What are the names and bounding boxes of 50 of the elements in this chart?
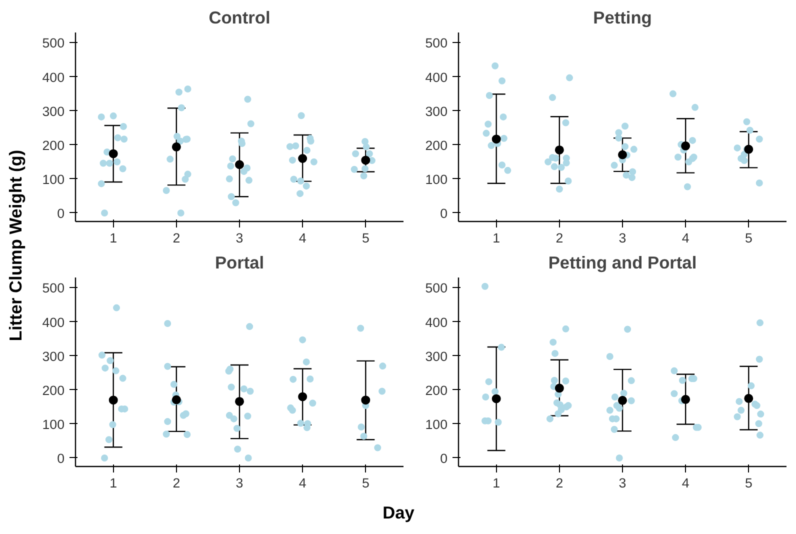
y-tick-label: 200 [42, 382, 65, 398]
y-tick-label: 300 [42, 348, 65, 364]
y-tick-label: 400 [425, 314, 448, 330]
chart-title: Petting and Portal [548, 252, 697, 272]
x-tick-label: 2 [172, 476, 180, 490]
y-tick-label: 100 [425, 172, 448, 187]
y-tick-label: 500 [425, 36, 448, 51]
x-tick-label: 3 [618, 230, 626, 246]
x-tick-label: 1 [492, 230, 500, 246]
y-tick-label: 400 [425, 70, 448, 85]
y-tick-label: 300 [425, 348, 448, 364]
x-tick-label: 5 [362, 476, 370, 490]
x-tick-label: 2 [172, 230, 180, 246]
y-tick-label: 0 [57, 206, 65, 221]
x-tick-label: 4 [682, 230, 690, 246]
y-tick-label: 300 [42, 104, 65, 119]
x-tick-label: 1 [110, 476, 118, 490]
y-tick-label: 400 [42, 314, 65, 330]
y-tick-label: 100 [42, 416, 65, 432]
y-tick-label: 100 [425, 416, 448, 432]
y-tick-label: 500 [42, 280, 65, 296]
x-tick-label: 4 [298, 230, 307, 246]
y-tick-label: 300 [425, 104, 448, 119]
x-tick-label: 1 [110, 230, 118, 246]
y-tick-label: 0 [440, 450, 448, 466]
chart-title: Portal [214, 252, 264, 272]
y-tick-label: 200 [425, 138, 448, 153]
x-tick-label: 5 [362, 230, 370, 246]
x-tick-label: 4 [298, 476, 307, 490]
chart-title: Petting [593, 8, 652, 28]
y-tick-label: 200 [425, 382, 448, 398]
x-tick-label: 2 [556, 476, 564, 490]
y-tick-label: 0 [440, 206, 448, 221]
x-tick-label: 3 [236, 476, 244, 490]
x-tick-label: 5 [744, 230, 752, 246]
y-tick-label: 500 [42, 36, 65, 51]
x-tick-label: 2 [556, 230, 564, 246]
y-tick-label: 100 [42, 172, 65, 187]
chart-title: Control [208, 8, 270, 28]
y-tick-label: 200 [42, 138, 65, 153]
x-tick-label: 3 [236, 230, 244, 246]
x-tick-label: 3 [618, 476, 626, 490]
y-tick-label: 400 [42, 70, 65, 85]
x-tick-label: 5 [744, 476, 752, 490]
y-tick-label: 500 [425, 280, 448, 296]
y-axis-title: Litter Clump Weight (g) [6, 150, 26, 342]
x-tick-label: 4 [682, 476, 690, 490]
x-axis-title: Day [382, 502, 415, 522]
x-tick-label: 1 [492, 476, 500, 490]
y-tick-label: 0 [57, 450, 65, 466]
